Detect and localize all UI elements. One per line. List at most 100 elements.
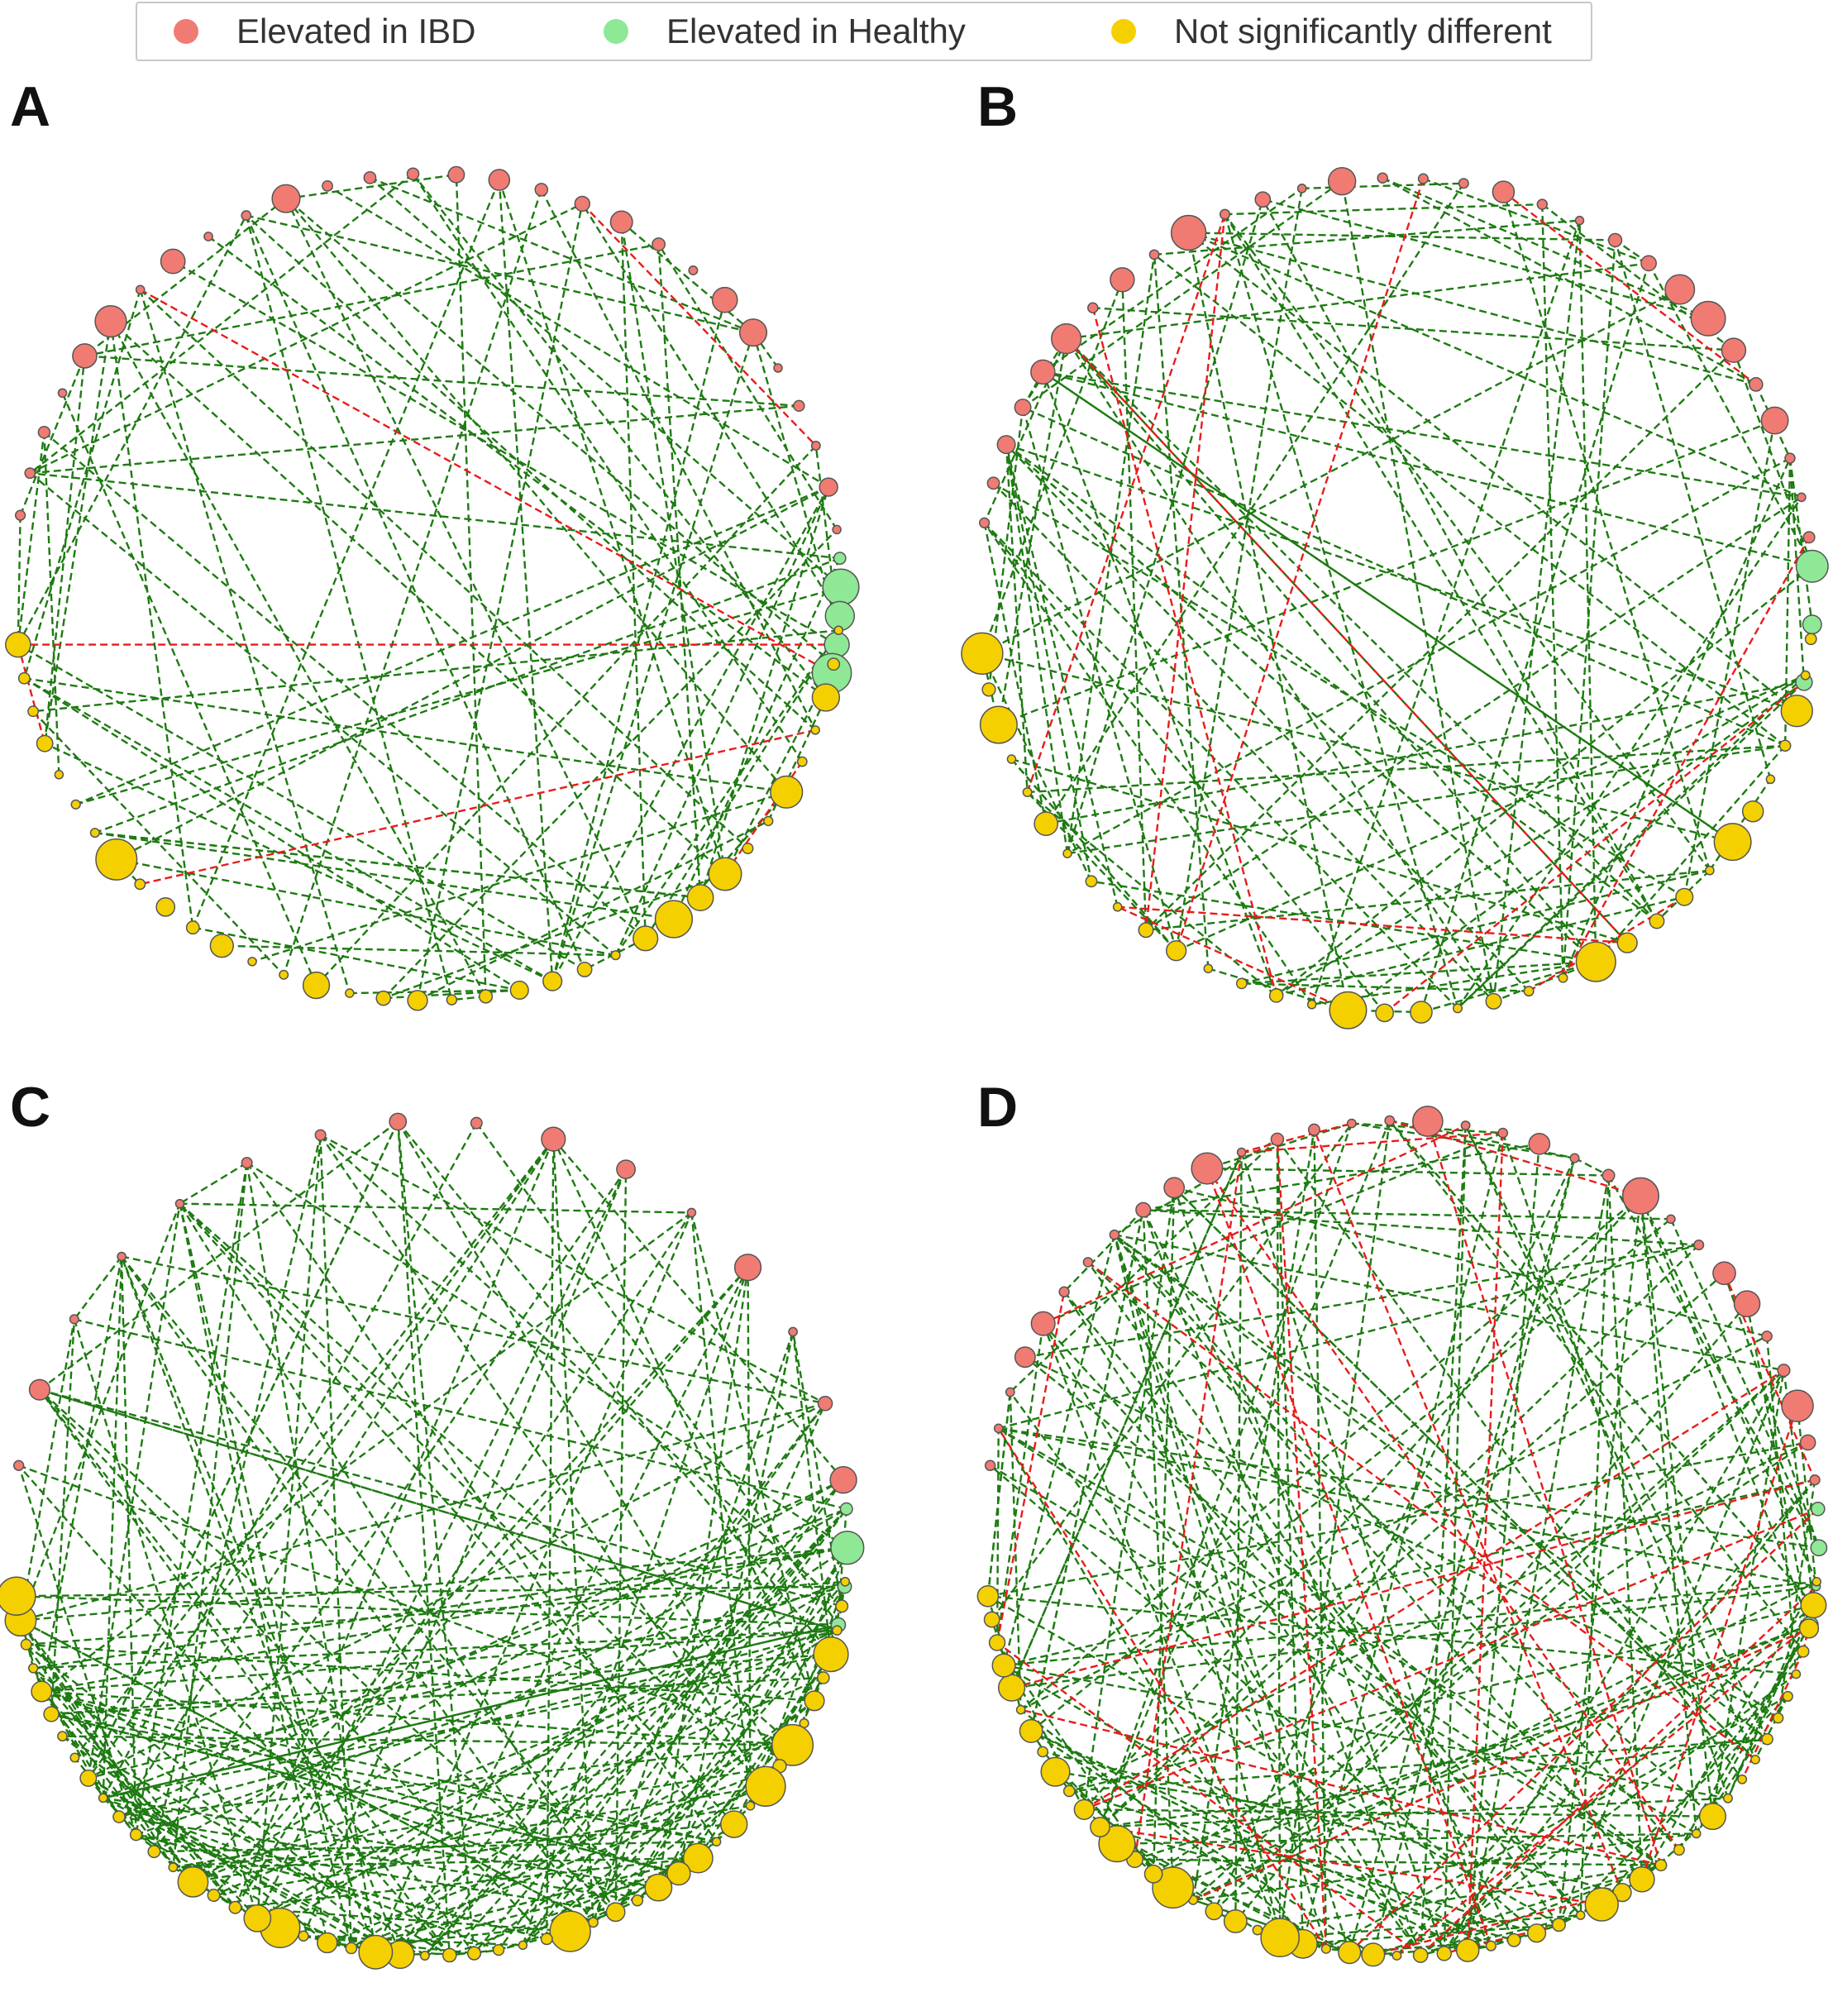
positive-correlation-edge	[351, 1785, 766, 1950]
positive-correlation-edge	[118, 1744, 793, 1818]
positive-correlation-edge	[179, 1162, 248, 1205]
positive-correlation-edge	[1042, 1323, 1422, 1956]
taxon-node-ns	[961, 632, 1004, 675]
positive-correlation-edge	[992, 482, 1685, 898]
taxon-node-ns	[1506, 1932, 1521, 1947]
taxon-node-ibd	[1191, 1152, 1224, 1185]
positive-correlation-edge	[246, 214, 754, 334]
negative-correlation-edge	[140, 289, 833, 675]
taxon-node-ns	[666, 1861, 691, 1886]
positive-correlation-edge	[1206, 1167, 1609, 1177]
positive-correlation-edge	[1019, 1195, 1642, 1711]
positive-correlation-edge	[24, 677, 787, 794]
taxon-node-ibd	[788, 1326, 798, 1337]
taxon-node-ns	[228, 1900, 242, 1914]
positive-correlation-edge	[1669, 1218, 1820, 1549]
taxon-node-ibd	[1384, 1115, 1396, 1126]
negative-correlation-edge	[1192, 1627, 1810, 1901]
positive-correlation-edge	[1024, 1244, 1699, 1359]
positive-correlation-edge	[103, 1797, 401, 1956]
negative-correlation-edge	[1313, 1129, 1624, 1894]
negative-correlation-edge	[1396, 1624, 1811, 1956]
positive-correlation-edge	[1176, 674, 1807, 952]
positive-correlation-edge	[19, 1319, 76, 1621]
positive-correlation-edge	[245, 215, 586, 970]
taxon-node-ibd	[1014, 1346, 1036, 1369]
positive-correlation-edge	[192, 179, 500, 929]
positive-correlation-edge	[139, 289, 351, 994]
positive-correlation-edge	[1153, 1441, 1809, 1875]
positive-correlation-edge	[120, 1256, 137, 1835]
positive-correlation-edge	[50, 1713, 717, 1843]
taxon-node-ns	[1085, 875, 1098, 888]
taxon-node-ns	[1062, 1784, 1076, 1798]
nodes	[5, 165, 860, 1011]
positive-correlation-edge	[540, 189, 817, 731]
network-graph-b	[961, 166, 1829, 1029]
negative-correlation-edge	[1502, 191, 1757, 385]
positive-correlation-edge	[121, 1255, 638, 1901]
negative-correlation-edge	[995, 1292, 1066, 1643]
taxon-node-ns	[1804, 633, 1817, 646]
taxon-node-ns	[1791, 1669, 1802, 1679]
positive-correlation-edge	[1276, 896, 1685, 997]
positive-correlation-edge	[473, 1699, 815, 1955]
positive-correlation-edge	[1116, 1832, 1697, 1845]
taxon-node-ns	[1575, 941, 1616, 982]
positive-correlation-edge	[1042, 187, 1303, 373]
positive-correlation-edge	[1396, 1479, 1816, 1956]
positive-correlation-edge	[39, 1388, 617, 1913]
positive-correlation-edge	[1114, 1234, 1769, 1741]
taxon-node-ns	[129, 1828, 143, 1842]
positive-correlation-edge	[1099, 1123, 1353, 1827]
network-panel-b: B	[961, 75, 1833, 1034]
positive-correlation-edge	[397, 1121, 475, 1954]
taxon-node-ns	[1040, 1756, 1071, 1787]
legend: Elevated in IBD Elevated in Healthy Not …	[136, 2, 1592, 61]
positive-correlation-edge	[32, 1667, 236, 1909]
taxon-node-ns	[644, 1873, 673, 1902]
taxon-node-ns	[1165, 939, 1187, 962]
taxon-node-ibd	[1051, 322, 1082, 355]
taxon-node-ns	[1090, 1817, 1110, 1838]
positive-correlation-edge	[29, 203, 583, 475]
negative-correlation-edge	[17, 644, 46, 744]
positive-correlation-edge	[279, 1546, 848, 1929]
taxon-node-ns	[168, 1862, 179, 1873]
positive-correlation-edge	[351, 1629, 838, 1949]
taxon-node-ns	[1252, 1924, 1263, 1936]
taxon-node-ibd	[203, 232, 213, 241]
taxon-node-ibd	[686, 1207, 697, 1218]
taxon-node-ns	[1062, 848, 1072, 858]
positive-correlation-edge	[19, 1620, 194, 1883]
taxon-node-ibd	[69, 1314, 79, 1325]
negative-correlation-edge	[1175, 178, 1425, 952]
taxon-node-ns	[610, 950, 621, 961]
positive-correlation-edge	[1042, 1322, 1582, 1916]
taxon-node-ibd	[1058, 1286, 1070, 1297]
positive-correlation-edge	[1558, 1196, 1642, 1925]
positive-correlation-edge	[1574, 1157, 1610, 1177]
taxon-node-ns	[1205, 1902, 1224, 1921]
positive-correlation-edge	[1502, 191, 1711, 872]
positive-correlation-edge	[1276, 1139, 1305, 1944]
positive-correlation-edge	[1420, 262, 1650, 1013]
positive-correlation-edge	[84, 243, 659, 357]
positive-correlation-edge	[1010, 758, 1177, 952]
positive-correlation-edge	[172, 1162, 248, 1868]
taxon-node-ns	[243, 1904, 272, 1932]
positive-correlation-edge	[1443, 1369, 1785, 1954]
taxon-node-ibd	[14, 509, 26, 521]
positive-correlation-edge	[778, 1581, 847, 1767]
taxon-node-ibd	[1417, 173, 1429, 184]
positive-correlation-edge	[1206, 1122, 1353, 1170]
positive-correlation-edge	[1153, 254, 1210, 969]
taxon-node-ns	[1800, 670, 1811, 681]
positive-correlation-edge	[110, 320, 726, 875]
positive-correlation-edge	[246, 1162, 377, 1952]
negative-correlation-edge	[1528, 896, 1685, 992]
positive-correlation-edge	[1241, 982, 1530, 992]
taxon-node-healthy	[1810, 1501, 1826, 1517]
positive-correlation-edge	[1464, 1125, 1757, 1760]
positive-correlation-edge	[1301, 1132, 1504, 1945]
